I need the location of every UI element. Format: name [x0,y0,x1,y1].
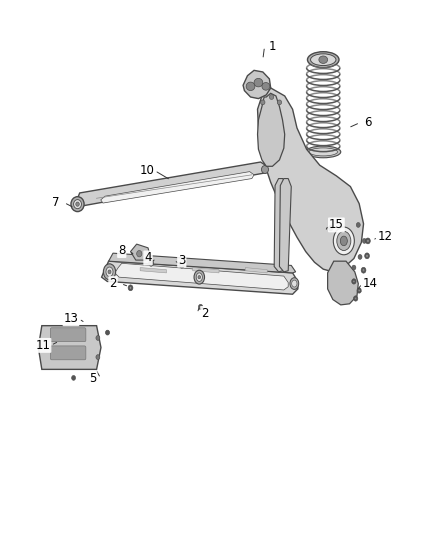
Polygon shape [77,162,267,209]
Ellipse shape [328,225,333,231]
Ellipse shape [340,236,347,246]
Polygon shape [101,172,254,203]
Ellipse shape [71,197,84,212]
Ellipse shape [361,267,366,273]
Ellipse shape [262,83,270,90]
Ellipse shape [180,263,184,268]
Polygon shape [258,88,364,272]
Ellipse shape [196,273,202,281]
Ellipse shape [277,100,282,104]
Ellipse shape [365,238,370,244]
Polygon shape [140,268,166,273]
Ellipse shape [137,251,142,257]
Ellipse shape [353,280,355,282]
Polygon shape [102,261,298,294]
Ellipse shape [364,253,369,259]
Ellipse shape [358,289,360,292]
Ellipse shape [96,355,100,360]
Ellipse shape [76,202,79,206]
Ellipse shape [103,264,116,280]
Ellipse shape [358,255,362,260]
Polygon shape [328,261,358,305]
Text: 15: 15 [329,219,344,231]
Ellipse shape [261,100,265,104]
Polygon shape [193,268,219,273]
Ellipse shape [71,375,76,381]
Ellipse shape [194,270,205,284]
Ellipse shape [362,269,365,272]
Ellipse shape [311,54,336,66]
Text: 5: 5 [89,372,96,385]
Polygon shape [115,263,288,290]
Ellipse shape [246,82,255,91]
Ellipse shape [106,267,113,277]
Ellipse shape [292,280,297,287]
Ellipse shape [319,56,328,63]
Ellipse shape [352,265,356,270]
Text: 6: 6 [364,116,372,129]
Text: 12: 12 [378,230,393,243]
Ellipse shape [333,227,354,255]
Text: 10: 10 [139,164,154,177]
Text: 3: 3 [178,254,185,266]
Ellipse shape [367,239,369,243]
Polygon shape [279,179,291,272]
FancyBboxPatch shape [50,346,86,360]
Polygon shape [131,244,150,260]
Ellipse shape [180,264,183,266]
Ellipse shape [356,223,360,228]
Ellipse shape [354,297,357,300]
Ellipse shape [74,199,81,209]
Ellipse shape [306,146,341,158]
Ellipse shape [337,231,351,251]
Ellipse shape [362,239,366,243]
Ellipse shape [309,148,337,156]
Ellipse shape [254,78,263,87]
Ellipse shape [357,288,361,293]
Polygon shape [245,268,267,273]
Text: 2: 2 [201,307,209,320]
Polygon shape [38,326,101,369]
Ellipse shape [366,254,368,257]
Ellipse shape [108,270,111,274]
Polygon shape [243,70,271,99]
Ellipse shape [130,287,131,289]
Ellipse shape [128,285,133,291]
Polygon shape [109,253,296,273]
Ellipse shape [198,276,201,279]
Polygon shape [258,93,285,166]
Text: 1: 1 [268,40,276,53]
Ellipse shape [290,278,299,289]
Polygon shape [274,179,286,272]
Ellipse shape [307,52,339,68]
Ellipse shape [198,304,203,310]
Text: 8: 8 [118,244,125,257]
Text: 2: 2 [109,277,117,290]
Text: 7: 7 [52,196,60,209]
Ellipse shape [96,336,100,341]
Text: 13: 13 [64,312,78,325]
FancyBboxPatch shape [50,328,86,342]
Ellipse shape [352,279,356,284]
Text: 4: 4 [144,252,152,264]
Ellipse shape [261,165,268,173]
Ellipse shape [200,306,201,308]
Ellipse shape [353,296,358,301]
Ellipse shape [106,330,110,335]
Ellipse shape [269,95,274,100]
Text: 11: 11 [35,339,50,352]
Ellipse shape [148,260,153,266]
Text: 14: 14 [363,277,378,290]
